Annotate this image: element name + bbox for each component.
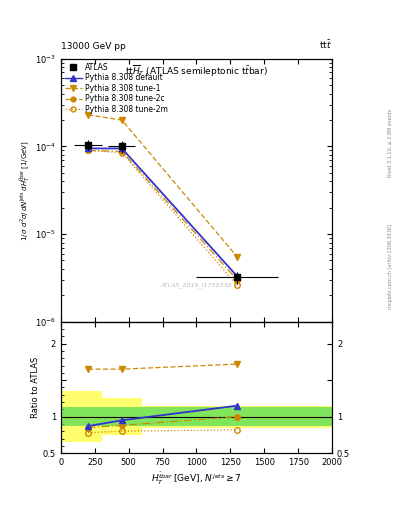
Text: Rivet 3.1.10, ≥ 2.8M events: Rivet 3.1.10, ≥ 2.8M events bbox=[388, 109, 393, 178]
Text: tt$\overline{H}_T$ (ATLAS semileptonic t$\bar{t}$bar): tt$\overline{H}_T$ (ATLAS semileptonic t… bbox=[125, 64, 268, 79]
Y-axis label: $1/\,\sigma\;d^2\sigma/\,dN^\mathsf{jets}\,dH_T^\mathsf{\bar{t}bar\!}$ [1/GeV]: $1/\,\sigma\;d^2\sigma/\,dN^\mathsf{jets… bbox=[19, 140, 32, 241]
Bar bbox=[61, 407, 332, 426]
Text: ATLAS_2019_I1750330: ATLAS_2019_I1750330 bbox=[161, 282, 232, 288]
X-axis label: $H_T^{\bar{t}bar\!}$ [GeV], $N^{jets} \geq 7$: $H_T^{\bar{t}bar\!}$ [GeV], $N^{jets} \g… bbox=[151, 471, 242, 487]
Y-axis label: Ratio to ATLAS: Ratio to ATLAS bbox=[31, 357, 40, 418]
Text: tt$\bar{t}$: tt$\bar{t}$ bbox=[319, 38, 332, 51]
Text: 13000 GeV pp: 13000 GeV pp bbox=[61, 42, 126, 51]
Text: mcplots.cern.ch [arXiv:1306.3436]: mcplots.cern.ch [arXiv:1306.3436] bbox=[388, 224, 393, 309]
Legend: ATLAS, Pythia 8.308 default, Pythia 8.308 tune-1, Pythia 8.308 tune-2c, Pythia 8: ATLAS, Pythia 8.308 default, Pythia 8.30… bbox=[63, 61, 169, 115]
